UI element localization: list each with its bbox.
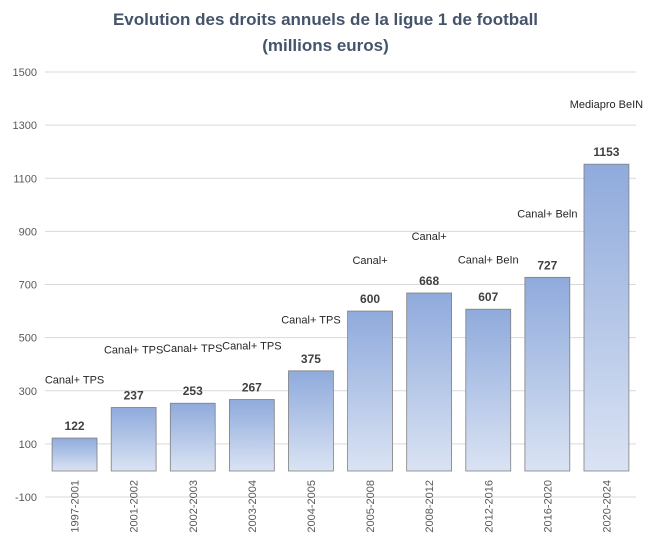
y-tick-label: 900 — [19, 226, 37, 238]
x-tick-label: 1997-2001 — [70, 480, 82, 533]
x-tick-label: 2008-2012 — [424, 480, 436, 533]
y-tick-label: 1100 — [13, 173, 37, 185]
data-label: 237 — [124, 388, 144, 402]
x-tick-label: 2003-2004 — [247, 480, 259, 533]
annotation-label: Canal+ TPS — [45, 375, 104, 387]
bar — [406, 292, 453, 472]
annotation-label: Canal+ — [352, 255, 387, 267]
x-tick-label: 2016-2020 — [542, 480, 554, 533]
data-label: 1153 — [593, 145, 619, 159]
bar — [228, 399, 275, 472]
annotation-label: Canal+ Beln — [517, 208, 577, 220]
data-labels: 122 237 253 267 375 600 668 607 727 1153 — [65, 145, 620, 433]
bar — [169, 402, 216, 472]
data-label: 375 — [301, 352, 321, 366]
bars — [51, 163, 630, 472]
y-tick-label: 700 — [19, 280, 37, 292]
x-tick-label: 2020-2024 — [601, 480, 613, 533]
y-tick-label: 1300 — [13, 120, 37, 132]
y-tick-label: 1500 — [13, 67, 37, 79]
bar — [347, 310, 393, 472]
x-tick-label: 2001-2002 — [129, 480, 141, 533]
data-label: 668 — [419, 274, 439, 288]
x-tick-label: 2012-2016 — [483, 480, 495, 533]
x-axis: 1997-2001 2001-2002 2002-2003 2003-2004 2004… — [70, 480, 614, 533]
y-axis: -100 100 300 500 700 900 1100 1300 1500 — [13, 67, 37, 504]
annotation-label: Canal+ — [412, 231, 447, 243]
bar — [288, 370, 334, 472]
chart-subtitle: (millions euros) — [262, 36, 389, 55]
annotation-label: Canal+ TPS — [104, 345, 163, 357]
y-tick-label: -100 — [15, 492, 37, 504]
y-tick-label: 100 — [19, 439, 37, 451]
annotation-label: Canal+ TPS — [222, 341, 281, 353]
y-tick-label: 300 — [19, 386, 37, 398]
data-label: 607 — [478, 290, 498, 304]
chart-title: Evolution des droits annuels de la ligue… — [112, 10, 539, 29]
annotation-label: Mediapro BeIN — [570, 99, 643, 111]
bar — [51, 437, 98, 472]
data-label: 253 — [183, 384, 203, 398]
data-label: 122 — [65, 419, 85, 433]
y-tick-label: 500 — [19, 333, 37, 345]
annotation-label: Canal+ BeIn — [458, 254, 519, 266]
bar — [465, 308, 512, 472]
data-label: 267 — [242, 381, 262, 395]
data-label: 600 — [360, 292, 380, 306]
bar — [583, 163, 630, 472]
x-tick-label: 2002-2003 — [188, 480, 200, 533]
bar — [524, 276, 571, 472]
x-tick-label: 2005-2008 — [365, 480, 377, 533]
x-tick-label: 2004-2005 — [306, 480, 318, 533]
bar — [110, 407, 157, 472]
data-label: 727 — [537, 258, 557, 272]
annotation-label: Canal+ TPS — [281, 315, 340, 327]
annotation-label: Canal+ TPS — [163, 343, 222, 355]
